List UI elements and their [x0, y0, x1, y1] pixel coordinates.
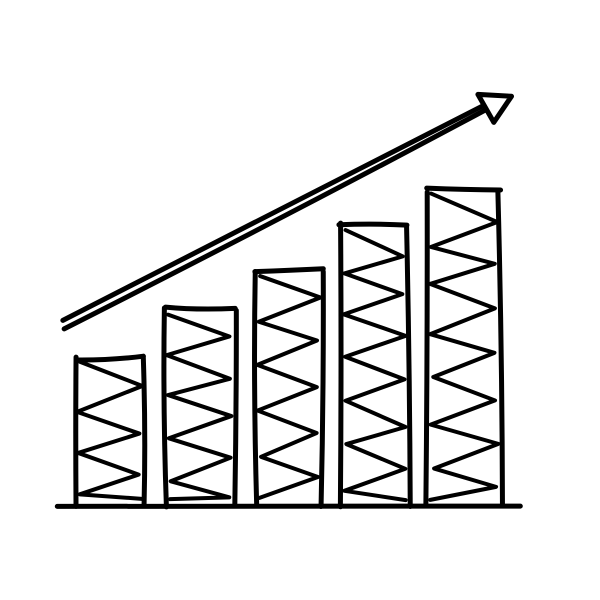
growth-bar-chart [0, 0, 600, 600]
